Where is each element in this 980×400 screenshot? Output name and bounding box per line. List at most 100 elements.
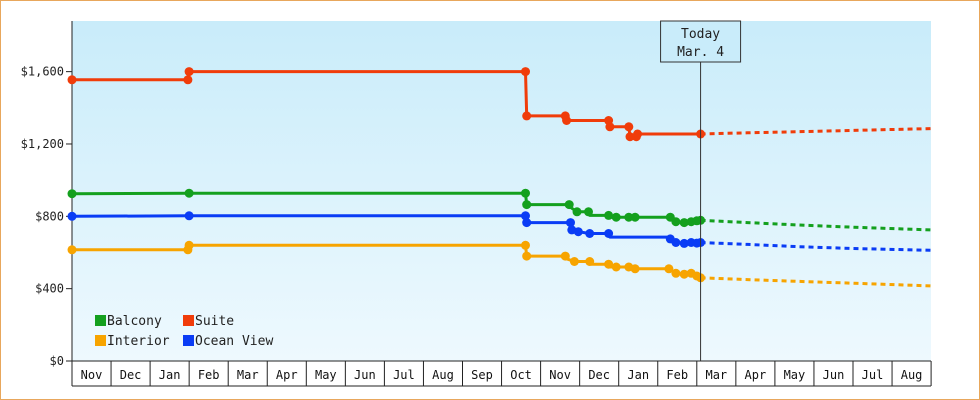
data-point (67, 245, 77, 255)
y-tick-label: $1,200 (21, 137, 64, 151)
data-point (605, 122, 615, 132)
legend-label: Ocean View (195, 334, 273, 349)
x-tick-label: Feb (666, 368, 688, 382)
data-point (184, 240, 194, 250)
data-point (566, 218, 575, 228)
series-balcony (67, 188, 932, 232)
legend-item-interior: Interior (95, 334, 170, 349)
data-point (611, 212, 621, 222)
data-point (630, 264, 640, 274)
series-interior (67, 240, 932, 288)
data-point (664, 264, 674, 274)
data-point (671, 238, 681, 247)
data-point (562, 116, 572, 125)
data-point (184, 211, 194, 221)
x-tick-label: Feb (198, 368, 220, 382)
x-tick-label: Dec (588, 368, 610, 382)
data-point (671, 217, 681, 227)
data-point (630, 212, 640, 222)
legend-item-suite: Suite (183, 314, 234, 329)
data-point (183, 75, 193, 85)
data-point (184, 188, 194, 198)
legend-swatch (183, 315, 194, 326)
data-point (679, 238, 689, 248)
x-tick-label: May (784, 368, 806, 382)
data-point (585, 257, 595, 266)
forecast-line (700, 218, 932, 232)
x-tick-label: Aug (432, 368, 454, 382)
legend-swatch (95, 335, 106, 346)
x-tick-label: Mar (705, 368, 727, 382)
forecast-line (700, 276, 932, 288)
data-point (604, 210, 614, 220)
plot-area (72, 21, 931, 361)
data-point (671, 268, 681, 278)
x-tick-label: Oct (510, 368, 532, 382)
x-axis: Nov Dec Jan Feb Mar Apr May Jun Jul Aug Sep Oct Nov D… (71, 360, 932, 387)
y-tick-label: $400 (35, 282, 64, 296)
legend-item-ocean-view: Ocean View (183, 334, 273, 349)
x-tick-label: Apr (745, 368, 767, 382)
forecast-line (700, 241, 932, 252)
series-suite (67, 67, 932, 142)
x-tick-label: Dec (120, 368, 142, 382)
x-tick-label: Jan (159, 368, 181, 382)
x-tick-label: May (315, 368, 337, 382)
data-point (521, 240, 530, 250)
x-tick-label: Nov (549, 368, 571, 382)
today-label-box (660, 20, 742, 63)
forecast-line (700, 127, 932, 136)
legend: Balcony Suite Interior Ocean View (95, 314, 273, 349)
x-tick-label: Aug (901, 368, 923, 382)
data-point (67, 75, 77, 85)
today-date: Mar. 4 (677, 45, 724, 60)
data-point (522, 111, 532, 121)
data-point (572, 207, 582, 217)
data-point (522, 200, 532, 210)
data-point (67, 211, 77, 221)
data-point (585, 229, 595, 238)
data-point (679, 218, 689, 228)
y-tick-label: $1,600 (21, 65, 64, 79)
y-axis: $0 $400 $800 $1,200 $1,600 (21, 21, 73, 368)
data-point (679, 269, 689, 279)
data-point (564, 200, 574, 210)
x-tick-label: Jul (862, 368, 884, 382)
data-point (573, 227, 583, 237)
x-tick-label: Jan (627, 368, 649, 382)
x-tick-label: Nov (81, 368, 103, 382)
data-point (560, 251, 570, 261)
y-tick-label: $0 (50, 354, 64, 368)
x-tick-label: Jun (354, 368, 376, 382)
legend-label: Interior (107, 334, 170, 349)
legend-label: Suite (195, 314, 234, 329)
data-point (67, 189, 77, 199)
data-point (611, 262, 621, 272)
data-point (584, 207, 593, 217)
data-point (184, 67, 194, 77)
y-tick-label: $800 (35, 209, 64, 223)
data-point (625, 132, 635, 142)
legend-swatch (95, 315, 106, 326)
data-point (633, 129, 643, 139)
x-tick-label: Jul (393, 368, 415, 382)
data-point (521, 67, 530, 77)
legend-item-balcony: Balcony (95, 314, 162, 329)
data-point (624, 212, 634, 222)
data-point (569, 257, 579, 266)
data-point (604, 259, 614, 269)
today-label: Today (681, 27, 720, 42)
x-tick-label: Sep (471, 368, 493, 382)
x-tick-label: Jun (823, 368, 845, 382)
legend-label: Balcony (107, 314, 162, 329)
x-tick-label: Apr (276, 368, 298, 382)
data-point (521, 188, 530, 198)
x-tick-label: Mar (237, 368, 259, 382)
data-point (522, 251, 532, 261)
legend-swatch (183, 335, 194, 346)
series-layer (67, 67, 932, 288)
data-point (604, 229, 614, 238)
series-ocean-view (67, 211, 932, 252)
